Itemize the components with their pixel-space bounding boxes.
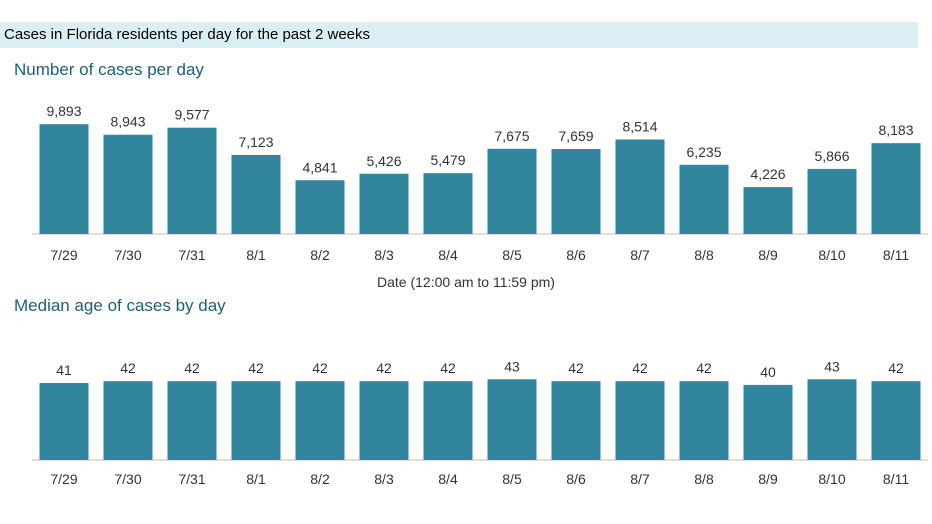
cases-data-label: 8,514 [622,118,657,134]
cases-data-label: 4,841 [302,159,337,175]
cases-bar [743,187,793,234]
age-data-label: 42 [696,360,712,376]
age-bar [615,381,665,460]
age-data-label: 42 [376,360,392,376]
cases-bar [39,124,89,234]
age-tick-label: 7/30 [114,471,141,487]
cases-bar [423,173,473,234]
cases-data-label: 8,943 [110,114,145,130]
median-age-chart: 41 7/29 42 7/30 42 7/31 42 8/1 42 8/2 42 8/3 42 8/4 43… [32,358,928,487]
cases-tick-label: 8/10 [818,247,845,263]
age-data-label: 43 [824,358,840,374]
age-data-label: 42 [888,360,904,376]
header-bar: Cases in Florida residents per day for t… [0,22,918,48]
age-bar [103,381,153,460]
cases-data-label: 7,675 [494,128,529,144]
age-bar [231,381,281,460]
age-tick-label: 7/29 [50,471,77,487]
age-data-label: 42 [120,360,136,376]
age-bar [359,381,409,460]
cases-data-label: 9,577 [174,107,209,123]
age-data-label: 42 [312,360,328,376]
cases-bar [871,143,921,234]
cases-bar [551,148,601,234]
age-data-label: 42 [248,360,264,376]
cases-tick-label: 8/8 [694,247,714,263]
age-tick-label: 8/7 [630,471,650,487]
cases-chart-title: Number of cases per day [14,60,204,79]
age-data-label: 42 [568,360,584,376]
age-bar [295,381,345,460]
cases-bar [679,164,729,234]
cases-tick-label: 7/30 [114,247,141,263]
age-tick-label: 8/9 [758,471,778,487]
age-data-label: 42 [440,360,456,376]
cases-bar [295,180,345,234]
cases-tick-label: 8/2 [310,247,330,263]
cases-tick-label: 8/9 [758,247,778,263]
cases-bar [231,154,281,234]
age-bar [423,381,473,460]
cases-tick-label: 8/5 [502,247,522,263]
age-bar [807,379,857,460]
age-data-label: 42 [184,360,200,376]
cases-tick-label: 7/31 [178,247,205,263]
age-tick-label: 8/1 [246,471,266,487]
age-bar [487,379,537,460]
cases-bar [167,127,217,234]
cases-chart-xlabel: Date (12:00 am to 11:59 pm) [377,274,555,290]
age-bar [551,381,601,460]
cases-data-label: 9,893 [46,103,81,119]
cases-tick-label: 8/6 [566,247,586,263]
cases-tick-label: 8/3 [374,247,394,263]
age-data-label: 43 [504,358,520,374]
cases-data-label: 5,479 [430,152,465,168]
cases-data-label: 6,235 [686,144,721,160]
age-bar [743,384,793,460]
cases-bar [807,168,857,234]
cases-tick-label: 8/7 [630,247,650,263]
age-data-label: 42 [632,360,648,376]
cases-data-label: 7,659 [558,128,593,144]
cases-tick-label: 8/4 [438,247,458,263]
age-bar [871,381,921,460]
cases-tick-label: 8/1 [246,247,266,263]
cases-tick-label: 7/29 [50,247,77,263]
cases-data-label: 4,226 [750,166,785,182]
age-tick-label: 8/3 [374,471,394,487]
age-bar [39,383,89,460]
cases-bar [487,148,537,234]
cases-per-day-chart: 9,893 7/29 8,943 7/30 9,577 7/31 7,123 8/1 4,841… [32,103,928,263]
age-tick-label: 8/8 [694,471,714,487]
cases-bar [359,173,409,234]
age-tick-label: 8/4 [438,471,458,487]
cases-data-label: 5,426 [366,153,401,169]
cases-data-label: 8,183 [878,122,913,138]
page-title: Cases in Florida residents per day for t… [4,26,371,43]
age-data-label: 40 [760,364,776,380]
cases-tick-label: 8/11 [883,247,909,263]
cases-bar [103,134,153,234]
age-tick-label: 7/31 [178,471,205,487]
age-tick-label: 8/2 [310,471,330,487]
age-tick-label: 8/5 [502,471,522,487]
age-bar [679,381,729,460]
age-tick-label: 8/10 [818,471,845,487]
cases-data-label: 5,866 [814,148,849,164]
age-bar [167,381,217,460]
age-tick-label: 8/6 [566,471,586,487]
cases-bar [615,139,665,234]
cases-data-label: 7,123 [238,134,273,150]
age-chart-title: Median age of cases by day [14,296,226,315]
age-tick-label: 8/11 [883,471,909,487]
age-data-label: 41 [56,362,72,378]
